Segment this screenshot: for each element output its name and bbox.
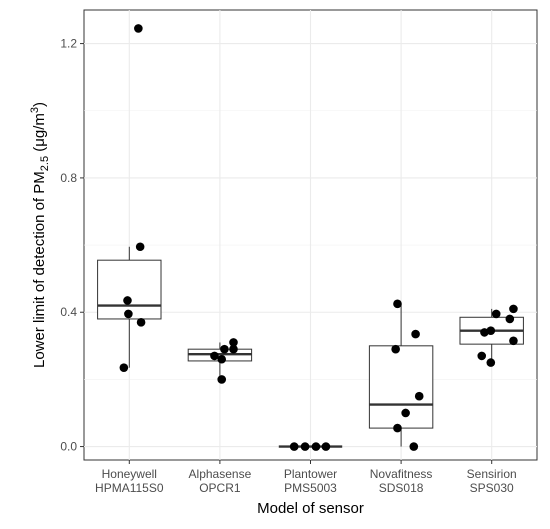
x-tick-label-line2: SDS018 <box>379 481 424 495</box>
data-point <box>491 309 501 319</box>
data-point <box>123 296 132 305</box>
y-axis-title-part: ) <box>31 102 48 107</box>
x-tick-label-line1: Sensirion <box>467 467 517 481</box>
y-axis: 0.0 0.4 0.8 1.2 <box>60 37 84 454</box>
data-point <box>486 358 496 367</box>
data-point <box>477 351 487 361</box>
data-point <box>401 408 410 418</box>
x-axis-title: Model of sensor <box>257 500 364 517</box>
data-point <box>321 442 331 451</box>
data-point <box>124 309 133 319</box>
data-point <box>414 391 424 401</box>
x-tick-label-line1: Novafitness <box>370 467 433 481</box>
data-point <box>217 375 227 384</box>
y-tick-label: 0.8 <box>60 171 77 185</box>
data-point <box>119 363 129 372</box>
data-point <box>480 328 489 337</box>
x-tick-label-line1: Alphasense <box>189 467 252 481</box>
data-point <box>289 442 299 451</box>
x-tick-label-line1: Plantower <box>284 467 337 481</box>
data-point <box>409 442 419 451</box>
data-point <box>509 336 518 346</box>
data-point <box>505 314 515 324</box>
x-tick-label-line2: PMS5003 <box>284 481 337 495</box>
data-point <box>391 344 400 354</box>
data-point <box>217 354 227 364</box>
data-point <box>393 423 402 433</box>
x-tick-label-line1: Honeywell <box>102 467 157 481</box>
x-tick-label-line2: OPCR1 <box>199 481 241 495</box>
y-axis-title-subscript: 2.5 <box>39 156 51 171</box>
data-point <box>411 329 420 339</box>
data-point <box>229 338 238 347</box>
y-axis-title-part: Lower limit of detection of PM <box>31 171 48 368</box>
data-point <box>136 318 146 327</box>
y-axis-title-part: (μg/m <box>31 113 48 156</box>
data-point <box>134 24 143 33</box>
data-points <box>119 24 518 451</box>
box-iqr <box>368 345 434 429</box>
y-axis-title: Lower limit of detection of PM2.5 (μg/m3… <box>29 102 51 368</box>
data-point <box>210 351 219 361</box>
data-point <box>220 344 229 354</box>
y-tick-label: 0.0 <box>60 440 77 454</box>
data-point <box>229 344 238 354</box>
x-tick-label-line2: SPS030 <box>470 481 514 495</box>
y-tick-label: 0.4 <box>60 305 77 319</box>
data-point <box>300 442 310 451</box>
y-tick-label: 1.2 <box>60 37 77 51</box>
y-axis-title-superscript: 3 <box>29 107 41 113</box>
box-iqr <box>97 259 162 320</box>
data-point <box>509 304 518 314</box>
grid-lines <box>84 10 537 460</box>
data-point <box>311 442 321 451</box>
data-point <box>135 242 145 252</box>
x-tick-label-line2: HPMA115S0 <box>95 481 164 495</box>
data-point <box>393 299 402 309</box>
